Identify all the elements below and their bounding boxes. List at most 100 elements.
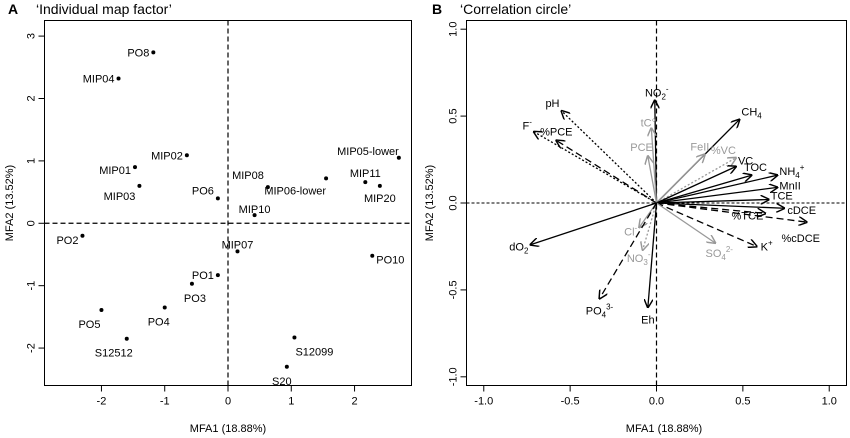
scatter-point-label: MIP10 [239, 204, 271, 216]
vector-label: K+ [761, 238, 773, 253]
scatter-point-label: MIP03 [104, 191, 136, 203]
scatter-point-label: S20 [272, 376, 292, 388]
panel-a-x-tick-label: 1 [288, 396, 294, 408]
panel-b-y-tick-label: -0.5 [448, 280, 460, 299]
scatter-point-label: MIP08 [232, 170, 264, 182]
scatter-point-s12512 [124, 336, 129, 341]
vector-label: F- [522, 118, 532, 133]
panel-a-y-tick-label: 0 [26, 220, 38, 226]
scatter-point-label: S12512 [95, 348, 133, 360]
scatter-point-label: PO5 [78, 319, 100, 331]
vector-arrow-feii [656, 154, 705, 204]
scatter-point-label: MIP01 [99, 165, 131, 177]
scatter-point-s20 [284, 364, 289, 369]
panel-b-x-tick-label: 0.0 [649, 396, 664, 408]
scatter-point-po2 [80, 233, 85, 238]
vector-label: SO42- [705, 245, 733, 262]
scatter-point-mip08 [265, 185, 270, 190]
scatter-point-label: PO2 [56, 235, 78, 247]
scatter-point-mip05-lower [396, 155, 401, 160]
scatter-point-label: MIP04 [83, 74, 115, 86]
scatter-point-po3 [189, 281, 194, 286]
vector-label: TCE [771, 191, 793, 203]
vector-label: cDCE [787, 205, 816, 217]
panel-a-y-tick-label: -1 [26, 281, 38, 291]
vector-label: pH [545, 98, 559, 110]
vector-arrow-po43 [600, 202, 658, 299]
panel-a-y-tick-label: 3 [26, 33, 38, 39]
vector-arrow-tce [656, 202, 766, 213]
scatter-point-label: MIP11 [350, 168, 381, 180]
panel-b-y-tick-label: -1.0 [448, 367, 460, 386]
scatter-point-label: PO3 [184, 293, 206, 305]
vector-label: VC [738, 156, 753, 168]
scatter-point-mip07 [235, 249, 240, 254]
panel-a-x-tick-label: 0 [225, 396, 231, 408]
panel-b-y-tick-label: 1.0 [448, 22, 460, 37]
panel-b-marks: -1.0 -0.5 0.0 0.5 1.0 -1.0 -0.5 0.0 0.5 1.0 CH4 NO2… [448, 20, 847, 408]
panel-a-marks: -2 -1 0 1 2 -2 -1 0 1 2 3 PO8 MIP04 MIP02 MIP01 MIP03 PO… [26, 20, 412, 408]
vector-label: %VC [711, 145, 736, 157]
vector-arrow-pce [648, 156, 658, 204]
vector-label: tC° [641, 117, 656, 129]
panel-b-x-tick-label: -1.0 [474, 396, 493, 408]
vector-arrow-cdce [656, 202, 785, 208]
vector-arrow-nh4 [656, 175, 778, 204]
vector-label: MnII [779, 180, 800, 192]
vector-label: CH4 [741, 107, 762, 121]
vector-arrow-so42 [656, 202, 716, 243]
scatter-point-label: MIP20 [364, 193, 396, 205]
vector-arrow-no3 [643, 202, 658, 250]
scatter-point-s12099 [292, 335, 297, 340]
scatter-point-po4 [162, 305, 167, 310]
panel-a: A ‘Individual map factor’ MFA1 (18.88%) … [4, 1, 412, 435]
panel-a-x-axis-title: MFA1 (18.88%) [190, 423, 266, 435]
scatter-point-mip01 [132, 165, 137, 170]
scatter-point-label: PO10 [376, 255, 404, 267]
vector-label: Eh [641, 314, 654, 326]
vector-label: FeII [690, 141, 709, 153]
scatter-point-label: MIP02 [151, 150, 183, 162]
scatter-point-label: MIP06-lower [264, 185, 326, 197]
vector-arrow-tce [656, 200, 769, 203]
panel-a-x-tick-label: -2 [97, 396, 107, 408]
panel-a-x-tick-label: -1 [160, 396, 170, 408]
scatter-point-po8 [151, 50, 156, 55]
vector-label: %cDCE [782, 233, 821, 245]
panel-a-x-tick-label: 2 [351, 396, 357, 408]
vector-label: NO3- [627, 250, 651, 267]
vector-arrow-do2 [530, 202, 657, 245]
panel-b-x-axis-title: MFA1 (18.88%) [626, 423, 702, 435]
scatter-point-mip20 [377, 183, 382, 188]
vector-label: NO2- [645, 84, 669, 101]
vector-arrow-cdce [656, 202, 807, 222]
scatter-point-label: MIP07 [222, 239, 254, 251]
panel-a-letter: A [8, 1, 18, 17]
vector-arrow-eh [648, 202, 658, 307]
panel-b-y-tick-label: 0.5 [448, 108, 460, 123]
scatter-point-label: PO1 [192, 270, 214, 282]
scatter-point-label: PO4 [148, 317, 170, 329]
vector-label: Cl- [624, 223, 637, 238]
panel-b-title: ‘Correlation circle’ [460, 1, 571, 17]
vector-arrow-tc [651, 128, 658, 204]
scatter-point-label: PO8 [127, 47, 149, 59]
scatter-point-po5 [99, 308, 104, 313]
panel-a-title: ‘Individual map factor’ [36, 1, 172, 17]
vector-label: PO43- [586, 303, 614, 320]
panel-a-y-axis-title: MFA2 (13.52%) [4, 165, 16, 241]
panel-a-y-tick-label: 2 [26, 95, 38, 101]
panel-b-x-tick-label: 0.5 [735, 396, 750, 408]
scatter-point-mip03 [137, 183, 142, 188]
scatter-point-label: MIP05-lower [337, 146, 399, 158]
scatter-point-mip04 [116, 76, 121, 81]
scatter-point-label: S12099 [295, 346, 333, 358]
vector-label: TOC [744, 162, 767, 174]
scatter-point-mip02 [184, 153, 189, 158]
vector-arrow-vc [656, 158, 736, 204]
vector-arrow-no2 [655, 100, 657, 204]
panel-b-x-tick-label: -0.5 [561, 396, 580, 408]
vector-label: NH4+ [779, 163, 804, 180]
vector-arrow-pce [556, 140, 657, 204]
